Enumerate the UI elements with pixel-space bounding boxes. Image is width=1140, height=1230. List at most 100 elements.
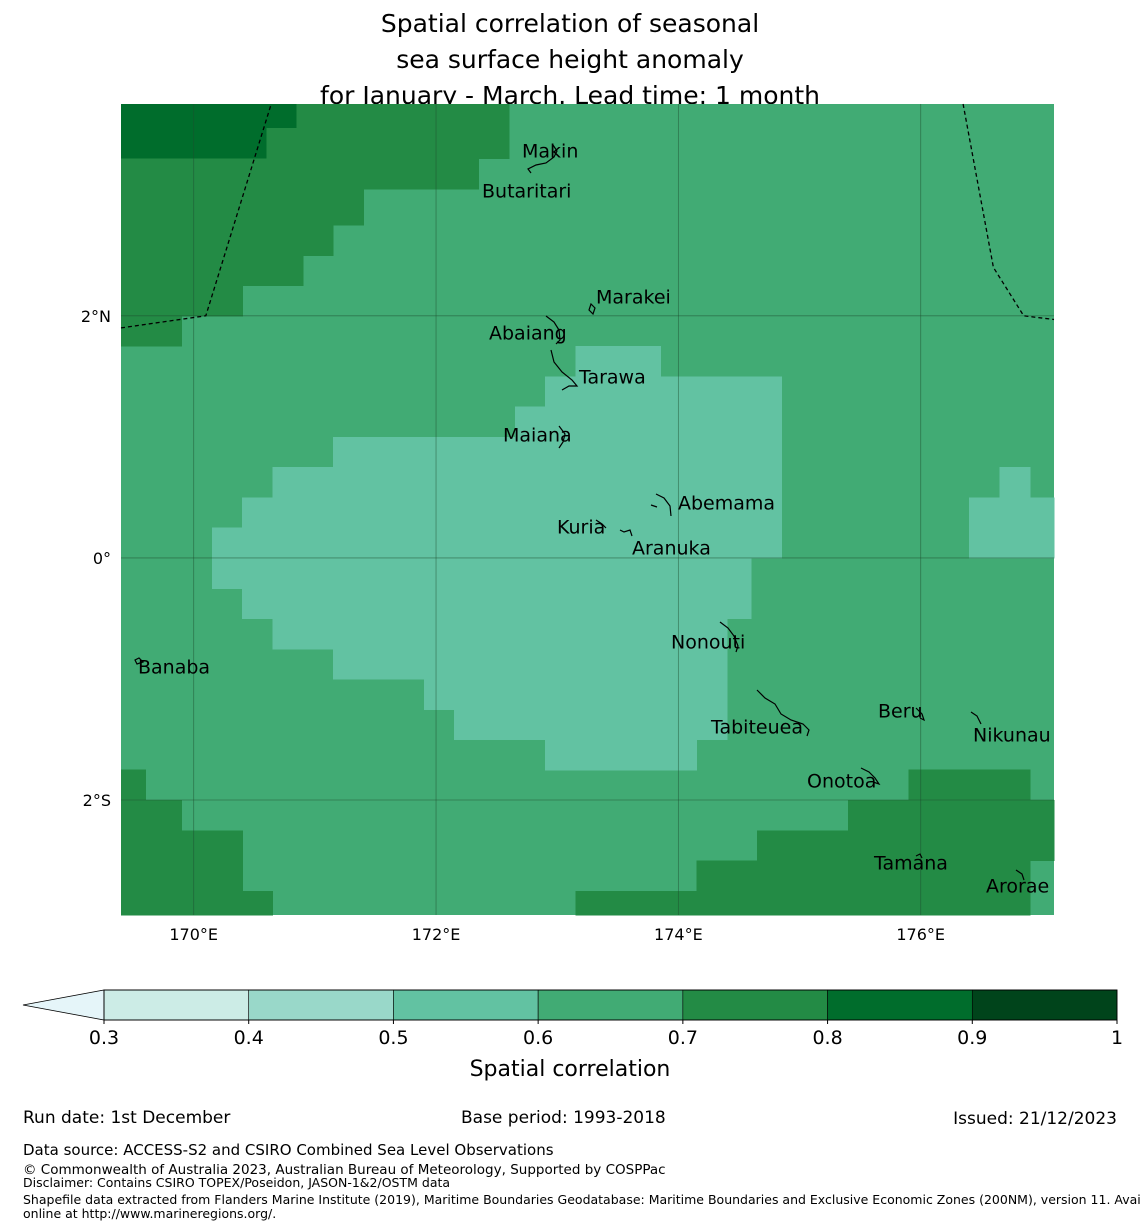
island-label-aranuka: Aranuka [632, 538, 711, 560]
heatmap-cell [296, 104, 510, 160]
island-outline-marakei [588, 302, 596, 316]
island-outline-abaiang [545, 315, 561, 345]
island-label-onotoa: Onotoa [807, 771, 876, 793]
heatmap-cell [121, 188, 364, 226]
eez-boundary-western [120, 103, 272, 329]
island-outline-tamana [915, 853, 923, 859]
heatmap-cell [969, 497, 1055, 559]
lat-tick-label: 0° [93, 549, 111, 568]
issued-date: Issued: 21/12/2023 [953, 1109, 1117, 1129]
heatmap-cell [545, 376, 782, 408]
heatmap-cell [121, 158, 480, 190]
island-outline-tarawa [550, 349, 579, 391]
island-outline-beru [915, 707, 926, 722]
heatmap-cell [242, 497, 782, 529]
title-line-2: sea surface height anomaly [396, 45, 744, 74]
island-layer: Makin Butaritari Marakei Abaiang Tarawa Maian… [134, 141, 1051, 898]
colorbar-bin [393, 989, 539, 1021]
heatmap-cell [545, 739, 698, 771]
colorbar-extend-arrow [22, 989, 105, 1021]
heatmap-cell [211, 557, 752, 589]
colorbar-tick-label: 0.9 [957, 1027, 987, 1049]
lat-tick-label: 2°S [83, 791, 111, 810]
eez-boundary-eastern [962, 103, 1055, 321]
axis-labels-layer: 170°E 172°E 174°E 176°E 2°N 0° 2°S [81, 307, 945, 944]
island-label-tarawa: Tarawa [578, 367, 646, 389]
heatmap-cell [696, 860, 1031, 892]
colorbar-tick-label: 0.6 [523, 1027, 553, 1049]
island-label-abemama: Abemama [678, 493, 775, 515]
data-source: Data source: ACCESS-S2 and CSIRO Combine… [23, 1141, 554, 1159]
heatmap-cell [514, 406, 782, 438]
heatmap-cell [121, 890, 274, 916]
colorbar-tick-label: 0.8 [812, 1027, 842, 1049]
heatmap-cell [575, 890, 1031, 916]
copyright-notice: © Commonwealth of Australia 2023, Austra… [23, 1162, 666, 1178]
heatmap-cell [121, 769, 146, 801]
heatmap-cell [266, 128, 298, 160]
colorbar-bin [103, 989, 250, 1021]
island-label-butaritari: Butaritari [482, 181, 571, 203]
island-outline-onotoa [860, 767, 881, 786]
heatmap-cell [242, 588, 752, 620]
colorbar-tick-label: 0.4 [234, 1027, 264, 1049]
island-label-beru: Beru [878, 701, 923, 723]
colorbar-bin [248, 989, 394, 1021]
heatmap-cell [272, 467, 782, 498]
island-outline-kuria [595, 519, 633, 537]
heatmap-cell [211, 527, 782, 559]
heatmap-cell [757, 830, 1055, 862]
island-outline-tabiteuea [756, 689, 810, 737]
colorbar-tick-label: 1 [1111, 1027, 1123, 1049]
island-outline-makin [527, 144, 558, 174]
island-label-abaiang: Abaiang [489, 323, 567, 345]
colorbar-tick-label: 0.7 [668, 1027, 698, 1049]
lon-tick-label: 174°E [654, 925, 703, 944]
island-label-arorae: Arorae [986, 876, 1049, 898]
base-period: Base period: 1993-2018 [461, 1108, 666, 1128]
heatmap-cell [423, 678, 728, 710]
island-outline-maiana [558, 425, 566, 449]
island-label-tabiteuea: Tabiteuea [710, 717, 803, 739]
run-date: Run date: 1st December [23, 1108, 231, 1128]
island-outline-banaba [134, 657, 145, 665]
heatmap-cell [272, 618, 728, 650]
colorbar-tick-label: 0.5 [378, 1027, 408, 1049]
colorbar-tick-label: 0.3 [89, 1027, 119, 1049]
island-label-nonouti: Nonouti [671, 632, 745, 654]
heatmap-cell [333, 436, 782, 468]
shapefile-credit-line-1: Shapefile data extracted from Flanders M… [23, 1192, 1140, 1207]
heatmap-cell [121, 830, 243, 892]
island-label-marakei: Marakei [596, 287, 671, 309]
map-figure: Makin Butaritari Marakei Abaiang Tarawa Maian… [22, 103, 1123, 1082]
heatmap-cell [121, 255, 304, 287]
heatmap-layer [121, 104, 1055, 916]
heatmap-cell [908, 769, 1031, 801]
island-label-makin: Makin [522, 141, 578, 163]
lon-tick-label: 176°E [896, 925, 945, 944]
heatmap-cell [333, 648, 728, 680]
island-label-nikunau: Nikunau [973, 725, 1051, 747]
island-outline-arorae [1015, 869, 1025, 881]
heatmap-cell [266, 104, 298, 129]
lon-tick-label: 172°E [412, 925, 461, 944]
colorbar-bin [827, 989, 973, 1021]
lon-tick-label: 170°E [169, 925, 218, 944]
island-label-tamana: Tamana [873, 853, 948, 875]
heatmap-cell [848, 800, 1055, 831]
graticule-layer [121, 104, 1054, 915]
lat-tick-label: 2°N [81, 307, 111, 326]
island-outline-abemama [650, 493, 672, 517]
colorbar-bin [537, 989, 684, 1021]
shapefile-credit-line-2: online at http://www.marineregions.org/. [23, 1206, 277, 1221]
heatmap-cell [999, 467, 1031, 498]
title-line-1: Spatial correlation of seasonal [380, 9, 760, 38]
island-outline-nikunau [970, 711, 982, 725]
colorbar-bin [971, 989, 1118, 1021]
colorbar-label: Spatial correlation [470, 1057, 671, 1082]
colorbar-frame [103, 989, 1118, 1021]
island-outline-nonouti [719, 621, 739, 653]
heatmap-cell [121, 225, 334, 256]
colorbar-bin [682, 989, 828, 1021]
heatmap-cell [121, 285, 243, 317]
